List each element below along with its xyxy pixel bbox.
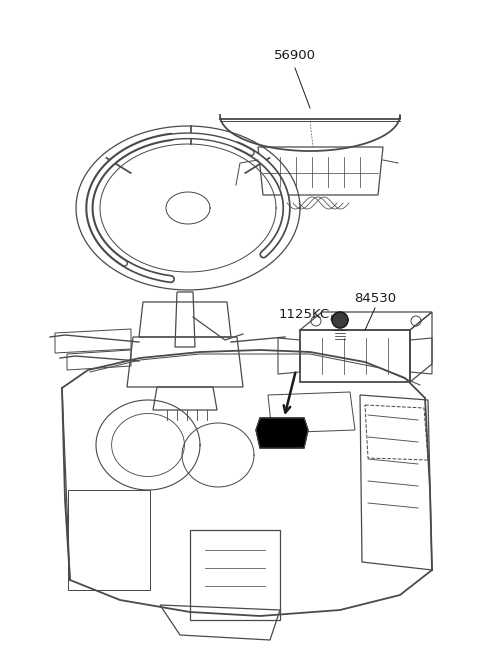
Polygon shape bbox=[256, 418, 308, 448]
Text: 56900: 56900 bbox=[274, 49, 316, 62]
Text: 84530: 84530 bbox=[354, 292, 396, 305]
Text: 1125KC: 1125KC bbox=[279, 309, 330, 322]
Polygon shape bbox=[332, 312, 348, 328]
